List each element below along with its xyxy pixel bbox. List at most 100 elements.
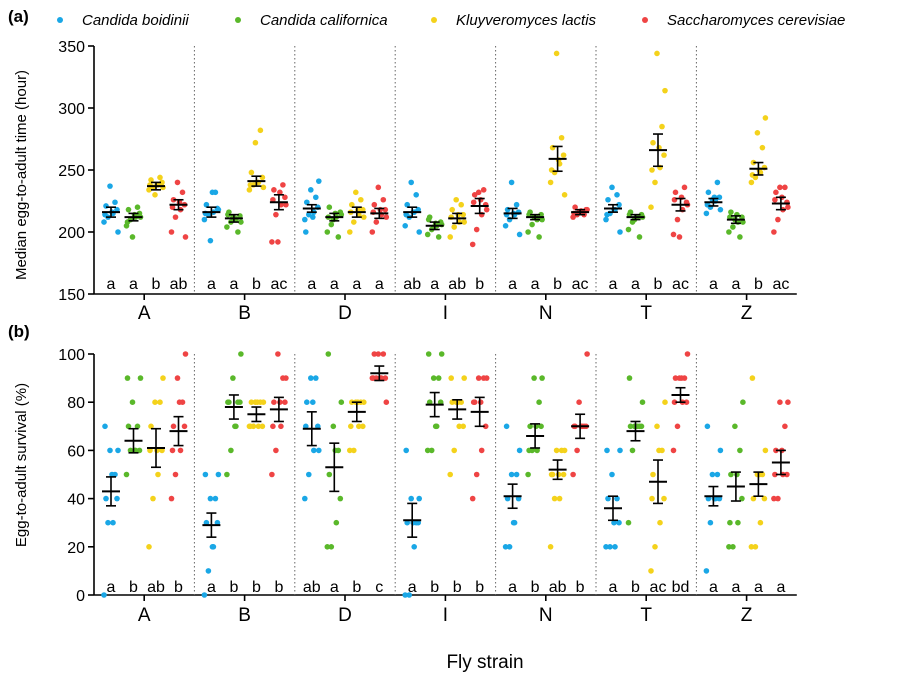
significance-letter: a — [229, 276, 238, 293]
data-point — [435, 234, 442, 240]
y-tick-label: 20 — [67, 540, 85, 557]
data-point — [176, 399, 183, 406]
data-point — [627, 423, 634, 430]
data-point — [447, 234, 454, 240]
significance-letter: a — [107, 276, 116, 293]
data-point — [650, 139, 656, 146]
data-point — [306, 471, 312, 478]
data-point — [726, 229, 732, 235]
data-point — [483, 206, 490, 213]
y-tick-label: 80 — [67, 395, 85, 412]
data-point — [508, 471, 515, 478]
data-point — [604, 211, 610, 218]
data-point — [360, 423, 366, 430]
data-point — [671, 399, 678, 406]
data-point — [338, 399, 345, 406]
data-point — [380, 196, 387, 203]
data-point — [105, 519, 111, 526]
significance-letter: b — [174, 579, 183, 596]
data-point — [771, 495, 777, 502]
data-point — [652, 544, 658, 550]
data-point — [214, 519, 221, 526]
data-point — [447, 471, 454, 478]
significance-letter: b — [252, 579, 261, 596]
data-point — [136, 447, 143, 454]
data-point — [451, 447, 458, 454]
data-point — [157, 174, 163, 181]
data-point — [347, 447, 353, 454]
significance-letter: b — [475, 579, 484, 596]
data-point — [225, 399, 231, 406]
data-point — [728, 209, 734, 215]
data-point — [201, 592, 208, 598]
data-point — [209, 544, 216, 550]
data-point — [269, 239, 275, 245]
data-point — [603, 544, 609, 550]
data-point — [777, 399, 783, 406]
data-point — [225, 211, 231, 218]
data-point — [252, 139, 259, 146]
data-point — [107, 447, 113, 454]
data-point — [426, 399, 433, 406]
data-point — [228, 447, 234, 454]
data-point — [553, 447, 560, 454]
data-point — [282, 399, 288, 406]
x-tick-label: N — [539, 605, 553, 626]
data-point — [134, 423, 141, 430]
significance-letter: ac — [672, 276, 689, 293]
data-point — [277, 189, 283, 196]
data-point — [648, 204, 654, 210]
data-point — [411, 544, 418, 550]
data-point — [181, 423, 188, 430]
data-point — [177, 447, 184, 454]
data-point — [203, 519, 210, 526]
significance-letter: b — [453, 579, 462, 596]
data-point — [503, 423, 510, 430]
data-point — [678, 375, 685, 381]
data-point — [605, 495, 611, 502]
data-point — [639, 399, 646, 406]
data-point — [483, 375, 490, 381]
data-point — [773, 189, 779, 196]
legend-dot-candida-boidinii — [57, 17, 63, 23]
data-point — [553, 50, 560, 57]
data-point — [574, 447, 580, 454]
data-point — [373, 219, 380, 225]
data-point — [772, 471, 778, 478]
data-point — [303, 423, 309, 430]
data-point — [179, 189, 186, 196]
significance-letter: a — [508, 276, 517, 293]
data-point — [705, 495, 712, 502]
data-point — [737, 447, 743, 454]
data-point — [740, 399, 746, 406]
data-point — [310, 214, 316, 220]
data-point — [375, 184, 382, 191]
data-point — [147, 447, 153, 454]
significance-letter: a — [731, 579, 740, 596]
data-point — [570, 471, 576, 478]
data-point — [416, 495, 423, 502]
data-point — [757, 519, 764, 526]
data-point — [316, 178, 322, 184]
data-point — [714, 471, 721, 478]
data-point — [482, 423, 489, 430]
data-point — [617, 229, 623, 235]
data-point — [749, 172, 756, 178]
data-point — [369, 229, 376, 235]
x-tick-label: A — [138, 303, 151, 324]
data-point — [358, 196, 364, 203]
data-point — [413, 192, 420, 198]
data-point — [353, 189, 359, 196]
data-point — [201, 216, 208, 223]
significance-letter: a — [207, 276, 216, 293]
data-point — [469, 241, 476, 248]
data-point — [337, 495, 344, 502]
data-point — [661, 495, 667, 502]
significance-letter: ab — [448, 276, 466, 293]
data-point — [531, 375, 537, 381]
x-tick-label: B — [238, 303, 251, 324]
significance-letter: b — [229, 579, 238, 596]
data-point — [172, 471, 179, 478]
data-point — [402, 223, 409, 229]
